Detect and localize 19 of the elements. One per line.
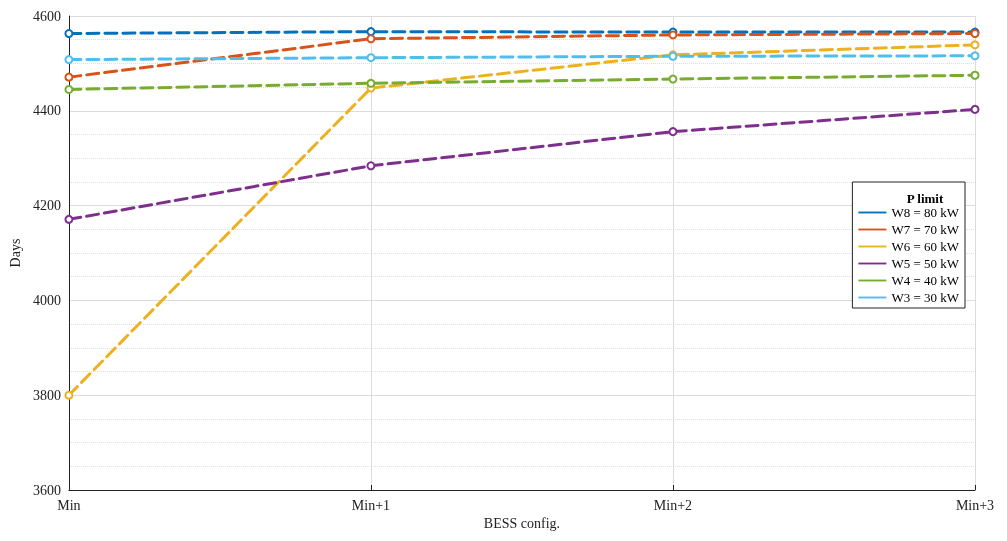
x-axis-title: BESS config. (483, 516, 561, 532)
legend-title: P limit (906, 191, 944, 206)
legend-label: W8 = 80 kW (891, 205, 960, 220)
y-tick-label: 3600 (32, 482, 61, 498)
legend-label: W4 = 40 kW (891, 273, 960, 288)
legend-label: W3 = 30 kW (891, 290, 960, 305)
x-tick-label: Min+1 (351, 497, 391, 513)
y-tick-label: 4200 (32, 198, 61, 214)
x-tick-label: Min (57, 497, 81, 513)
legend-label: W7 = 70 kW (891, 222, 960, 237)
y-tick-label: 4600 (32, 8, 61, 24)
y-tick-label: 4000 (32, 292, 61, 308)
y-tick-label: 3800 (32, 387, 61, 403)
x-tick-label: Min+3 (955, 497, 995, 513)
x-tick-label: Min+2 (653, 497, 693, 513)
y-axis-title: Days (7, 238, 23, 268)
y-tick-label: 4400 (32, 103, 61, 119)
legend-label: W5 = 50 kW (891, 256, 960, 271)
legend-label: W6 = 60 kW (891, 239, 960, 254)
